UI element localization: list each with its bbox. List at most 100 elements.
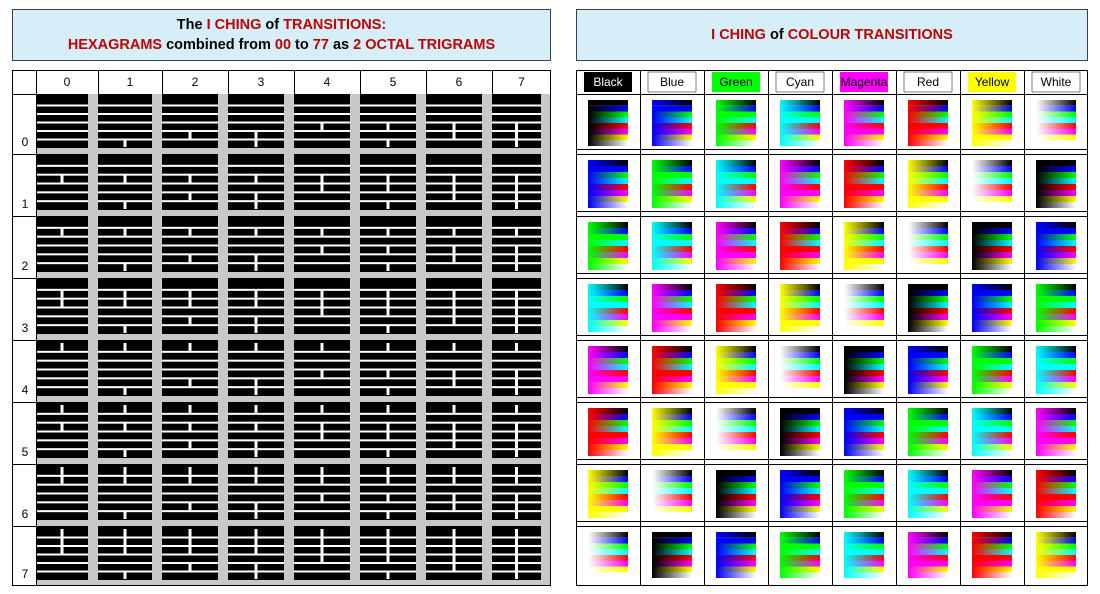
cell-horizontal-separator <box>426 210 492 216</box>
line-gap <box>36 439 88 442</box>
broken-line-gap <box>60 289 64 298</box>
colour-transition-swatch <box>972 222 1012 270</box>
swatch-band <box>1036 549 1076 556</box>
swatch-band-top <box>716 346 756 352</box>
line-gap <box>98 104 152 107</box>
colour-header-label: Yellow <box>975 75 1010 89</box>
broken-line-gap <box>452 192 456 201</box>
swatch-band <box>652 123 692 130</box>
colour-header-swatch <box>840 72 888 92</box>
swatch-band <box>972 420 1012 427</box>
swatch-band <box>972 426 1012 433</box>
swatch-band <box>652 258 692 265</box>
broken-line-gap <box>515 431 518 440</box>
broken-line-gap <box>254 387 258 395</box>
swatch-band-bottom <box>844 202 884 208</box>
line-gap <box>36 510 88 513</box>
swatch-band-top <box>972 532 1012 538</box>
swatch-band <box>716 494 756 501</box>
hexagram-cell <box>492 216 551 278</box>
swatch-band-bottom <box>652 572 692 578</box>
swatch-band <box>1036 172 1076 179</box>
hexagram-cell-bg <box>294 278 360 340</box>
swatch-band-bottom <box>716 140 756 146</box>
swatch-band <box>972 506 1012 513</box>
cell-vertical-separator <box>152 154 162 216</box>
swatch-band <box>844 246 884 253</box>
broken-line-gap <box>515 307 518 316</box>
line-gap <box>360 315 416 318</box>
swatch-band <box>908 178 948 185</box>
broken-line-gap <box>60 227 64 236</box>
cell-vertical-separator <box>152 526 162 586</box>
swatch-band-top <box>716 100 756 106</box>
line-gap <box>360 253 416 256</box>
broken-line-gap <box>254 325 258 333</box>
swatch-band <box>652 426 692 433</box>
line-gap <box>162 235 218 238</box>
swatch-band-bottom <box>972 326 1012 332</box>
swatch-band-top <box>780 222 820 228</box>
swatch-band-bottom <box>652 140 692 146</box>
swatch-band-top <box>972 284 1012 290</box>
broken-line-gap <box>452 307 456 316</box>
broken-line-gap <box>386 546 390 554</box>
line-gap <box>294 130 350 132</box>
hexagram-cell-bg <box>228 526 294 586</box>
colour-transition-swatch <box>716 470 756 518</box>
hexagram-cell-bg <box>426 526 492 586</box>
swatch-band <box>844 184 884 191</box>
cell-horizontal-separator <box>360 334 426 340</box>
swatch-band-bottom <box>908 326 948 332</box>
swatch-band <box>588 190 628 197</box>
swatch-band <box>588 134 628 141</box>
line-gap <box>294 412 350 415</box>
broken-line-gap <box>515 201 518 209</box>
swatch-band <box>652 494 692 501</box>
broken-line-gap <box>188 298 192 307</box>
broken-line-gap <box>452 537 456 545</box>
line-gap <box>36 553 88 556</box>
swatch-band <box>588 234 628 241</box>
colour-transition-swatch <box>844 346 884 394</box>
cell-horizontal-separator <box>228 396 294 402</box>
swatch-band <box>780 178 820 185</box>
cell-horizontal-separator <box>36 458 98 464</box>
colour-transition-swatch <box>908 160 948 208</box>
broken-line-gap <box>60 298 64 307</box>
swatch-band <box>652 111 692 118</box>
hexagram-cell-bg <box>36 278 98 340</box>
line-gap <box>162 412 218 415</box>
swatch-band <box>588 123 628 130</box>
colour-header-box <box>903 71 953 93</box>
swatch-band-bottom <box>1036 388 1076 394</box>
swatch-band <box>716 364 756 371</box>
swatch-band <box>716 555 756 562</box>
swatch-band <box>844 252 884 259</box>
swatch-band <box>1036 184 1076 191</box>
hexagram-cell <box>426 402 492 464</box>
cell-vertical-separator <box>482 216 492 278</box>
line-gap <box>162 483 218 486</box>
colour-transition-swatch <box>652 532 692 578</box>
colour-transition-swatch <box>780 532 820 578</box>
hexagram-cell-bg <box>36 526 98 586</box>
swatch-band <box>780 482 820 489</box>
swatch-band-bottom <box>780 388 820 394</box>
broken-line-gap <box>254 201 258 209</box>
swatch-band-top <box>1036 222 1076 228</box>
swatch-band <box>1036 117 1076 124</box>
broken-line-gap <box>515 449 518 457</box>
swatch-band <box>908 302 948 309</box>
line-gap <box>162 553 218 556</box>
colour-transition-swatch <box>652 284 692 332</box>
colour-transition-swatch <box>588 222 628 270</box>
row-label: 4 <box>22 383 29 397</box>
cell-horizontal-separator <box>294 334 360 340</box>
cell-vertical-separator <box>482 464 492 526</box>
broken-line-gap <box>188 227 192 236</box>
row-label: 0 <box>22 135 29 149</box>
swatch-band-bottom <box>780 264 820 270</box>
colour-transition-swatch <box>908 470 948 518</box>
line-gap <box>360 483 416 486</box>
